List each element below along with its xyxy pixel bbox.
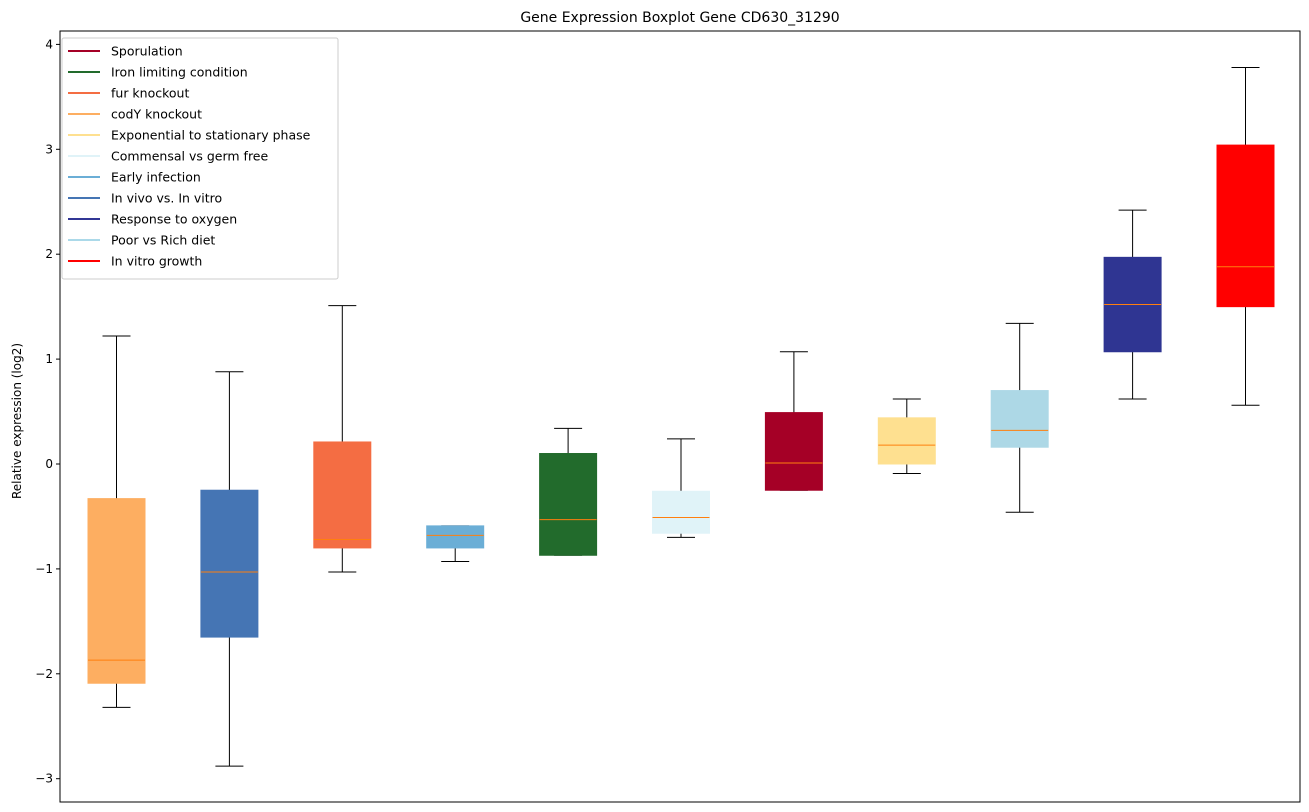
legend: Sporulation Iron limiting condition fur kn… <box>61 37 339 280</box>
legend-label: Response to oxygen <box>111 212 237 227</box>
y-tick-label: −1 <box>35 562 53 576</box>
y-axis: −3 −2 −1 0 1 2 3 4 <box>35 37 60 786</box>
box-6 <box>652 438 710 538</box>
box-body <box>990 390 1049 448</box>
box-1 <box>87 335 146 708</box>
y-tick-label: 3 <box>45 142 53 156</box>
box-4 <box>426 525 485 563</box>
legend-frame <box>61 37 339 280</box>
y-tick-label: 0 <box>45 457 53 471</box>
box-body <box>313 441 372 549</box>
legend-label: Early infection <box>111 170 201 185</box>
box-body <box>426 525 485 549</box>
legend-item: Exponential to stationary phase <box>68 128 311 143</box>
box-body <box>87 498 146 684</box>
box-body <box>200 489 259 638</box>
box-5 <box>539 427 598 556</box>
box-body <box>1216 144 1275 308</box>
y-tick-label: −2 <box>35 667 53 681</box>
box-9 <box>990 322 1049 513</box>
legend-label: Exponential to stationary phase <box>111 128 311 143</box>
legend-item: fur knockout <box>68 86 189 101</box>
boxes-layer <box>87 66 1275 767</box>
box-7 <box>764 351 823 491</box>
legend-item: In vivo vs. In vitro <box>68 191 222 206</box>
legend-label: codY knockout <box>111 107 202 122</box>
y-tick-label: −3 <box>35 772 53 786</box>
box-3 <box>313 305 372 573</box>
legend-label: Sporulation <box>111 44 183 59</box>
box-10 <box>1103 209 1162 400</box>
box-body <box>764 412 823 491</box>
legend-label: In vitro growth <box>111 254 202 269</box>
box-body <box>652 490 710 534</box>
legend-item: In vitro growth <box>68 254 202 269</box>
box-8 <box>877 398 936 474</box>
plot-frame <box>59 30 1301 803</box>
legend-item: Poor vs Rich diet <box>68 233 215 248</box>
y-tick-label: 2 <box>45 247 53 261</box>
y-tick-label: 1 <box>45 352 53 366</box>
box-2 <box>200 371 259 767</box>
legend-label: Iron limiting condition <box>111 65 248 80</box>
legend-label: Poor vs Rich diet <box>111 233 215 248</box>
legend-label: Commensal vs germ free <box>111 149 268 164</box>
box-body <box>539 453 598 556</box>
legend-item: Response to oxygen <box>68 212 237 227</box>
legend-item: Commensal vs germ free <box>68 149 268 164</box>
legend-label: fur knockout <box>111 86 189 101</box>
box-body <box>877 417 936 465</box>
box-11 <box>1216 66 1275 406</box>
legend-item: Sporulation <box>68 44 183 59</box>
legend-item: codY knockout <box>68 107 202 122</box>
y-axis-label: Relative expression (log2) <box>10 343 24 499</box>
y-tick-label: 4 <box>45 37 53 51</box>
legend-item: Iron limiting condition <box>68 65 248 80</box>
chart-title: Gene Expression Boxplot Gene CD630_31290 <box>520 10 839 26</box>
legend-item: Early infection <box>68 170 201 185</box>
legend-label: In vivo vs. In vitro <box>111 191 222 206</box>
